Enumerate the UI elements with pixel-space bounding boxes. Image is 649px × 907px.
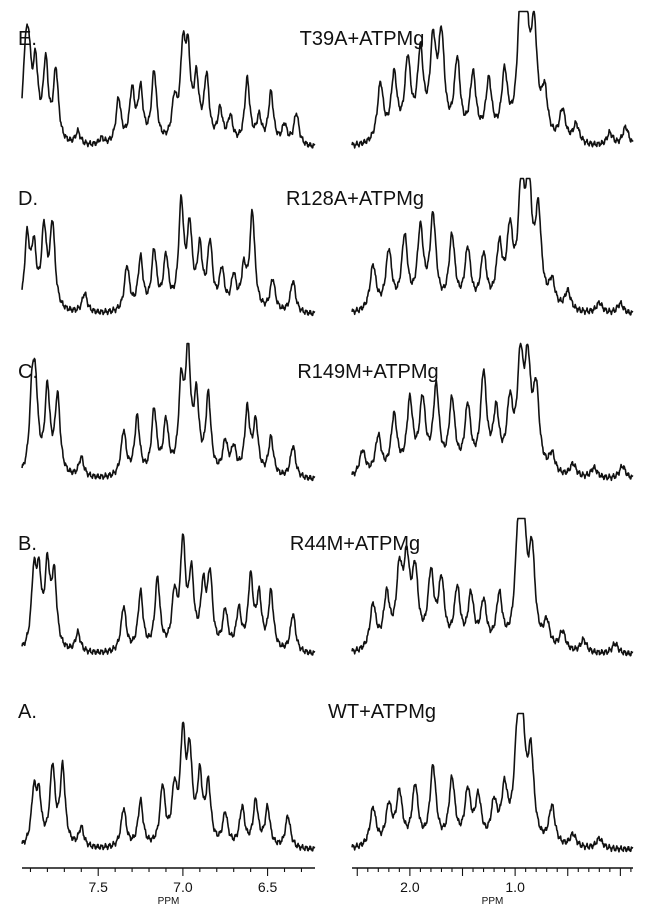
panel-sample-title: R44M+ATPMg [290,533,420,555]
tick-label: 2.0 [400,879,420,895]
panel-sample-title: T39A+ATPMg [300,28,425,50]
aliphatic-region-trace [351,342,634,482]
aromatic-region-trace [21,194,316,317]
panel-sample-title: R128A+ATPMg [286,188,424,210]
panel-letter-label: E. [18,28,37,50]
aliphatic-region-trace [351,10,634,149]
spectrum-panel-1: E. T39A+ATPMg [18,10,634,149]
ppm-axis-left: 7.5 7.0 6.5 PPM [22,867,315,907]
panel-sample-title: R149M+ATPMg [297,361,438,383]
axis-unit-label: PPM [158,896,180,907]
aliphatic-region-trace [351,712,634,853]
tick-label: 1.0 [505,879,525,895]
aromatic-region-trace [21,23,316,149]
spectrum-panel-5: A. WT+ATPMg [18,701,634,853]
aliphatic-region-trace [351,517,634,657]
aromatic-region-trace [21,721,316,852]
tick-label: 6.5 [258,879,278,895]
aliphatic-region-trace [351,177,634,316]
panel-sample-title: WT+ATPMg [328,701,436,723]
tick-label: 7.0 [173,879,193,895]
axis-unit-label: PPM [482,896,504,907]
spectra-panels: E. T39A+ATPMg D. R128A+ATPMg C. R149M+ATPMg B.… [18,10,634,853]
spectrum-panel-2: D. R128A+ATPMg [18,177,634,317]
panel-letter-label: D. [18,188,38,210]
spectrum-panel-3: C. R149M+ATPMg [18,342,634,482]
tick-label: 7.5 [88,879,108,895]
panel-letter-label: B. [18,533,37,555]
aromatic-region-trace [21,342,316,482]
spectrum-panel-4: B. R44M+ATPMg [18,517,634,657]
aromatic-region-trace [21,533,316,656]
panel-letter-label: A. [18,701,37,723]
